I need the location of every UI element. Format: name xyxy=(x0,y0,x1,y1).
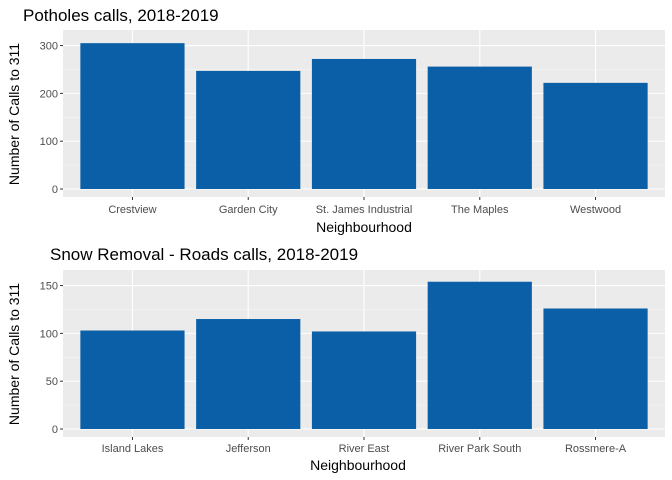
bar-island-lakes xyxy=(80,330,185,429)
chart-title: Snow Removal - Roads calls, 2018-2019 xyxy=(50,245,358,264)
x-tick-label: River Park South xyxy=(438,443,521,455)
x-axis: Island Lakes Jefferson River East River Par… xyxy=(102,437,627,455)
x-axis-label: Neighbourhood xyxy=(310,457,406,473)
chart-potholes: Potholes calls, 2018-2019 0 100 200 300 Cre… xyxy=(6,6,665,235)
x-tick-label: The Maples xyxy=(451,204,509,216)
y-tick-label: 100 xyxy=(40,328,58,340)
chart-title: Potholes calls, 2018-2019 xyxy=(23,6,219,25)
y-tick-label: 150 xyxy=(40,281,58,293)
x-tick-label: Garden City xyxy=(219,204,278,216)
x-tick-label: Island Lakes xyxy=(102,443,164,455)
y-tick-label: 100 xyxy=(40,136,58,148)
bar-river-park-south xyxy=(427,281,532,429)
x-tick-label: River East xyxy=(339,443,390,455)
x-tick-label: Crestview xyxy=(108,204,156,216)
y-axis: 0 50 100 150 xyxy=(40,281,63,436)
bar-river-east xyxy=(311,331,417,429)
bars xyxy=(80,43,648,190)
bar-st-james-industrial xyxy=(311,58,417,190)
y-tick-label: 0 xyxy=(52,424,58,436)
bar-garden-city xyxy=(196,70,301,189)
y-axis-label: Number of Calls to 311 xyxy=(6,283,22,425)
bar-westwood xyxy=(543,82,648,189)
x-axis: Crestview Garden City St. James Industrial… xyxy=(108,197,621,216)
y-tick-label: 300 xyxy=(40,41,58,53)
x-tick-label: Westwood xyxy=(570,204,621,216)
y-tick-label: 50 xyxy=(46,376,58,388)
x-axis-label: Neighbourhood xyxy=(316,219,412,235)
y-axis-label: Number of Calls to 311 xyxy=(6,43,22,185)
bars xyxy=(80,281,648,429)
y-tick-label: 200 xyxy=(40,88,58,100)
bar-rossmere-a xyxy=(543,308,648,429)
x-tick-label: Jefferson xyxy=(226,443,271,455)
bar-crestview xyxy=(80,43,185,189)
x-tick-label: St. James Industrial xyxy=(316,204,413,216)
y-axis: 0 100 200 300 xyxy=(40,41,63,196)
bar-jefferson xyxy=(196,319,301,429)
bar-the-maples xyxy=(427,66,532,189)
y-tick-label: 0 xyxy=(52,184,58,196)
chart-snow-removal: Snow Removal - Roads calls, 2018-2019 0 5… xyxy=(6,245,665,473)
x-tick-label: Rossmere-A xyxy=(565,443,627,455)
